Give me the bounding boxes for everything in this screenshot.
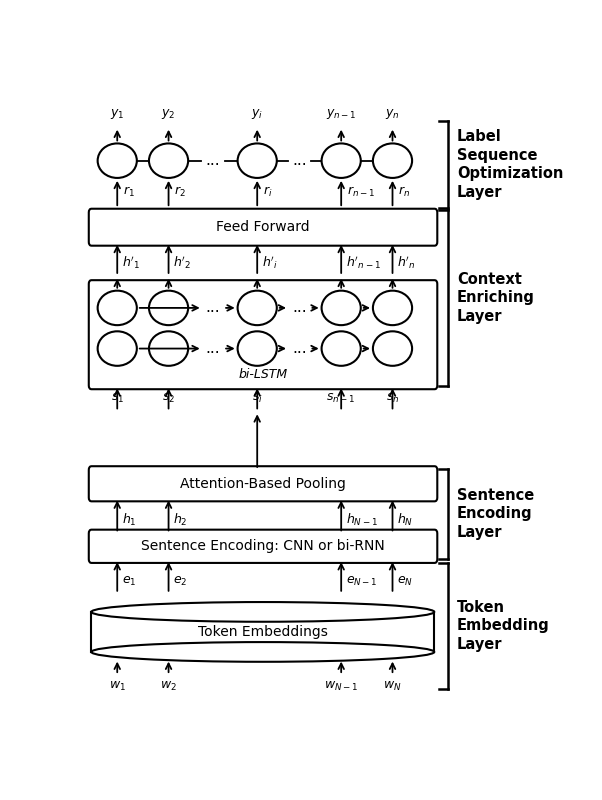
FancyBboxPatch shape: [88, 530, 437, 563]
Ellipse shape: [238, 143, 277, 178]
Text: $s_i$: $s_i$: [252, 392, 262, 405]
Text: $r_n$: $r_n$: [398, 185, 410, 199]
Text: $w_N$: $w_N$: [383, 680, 402, 694]
Text: $s_1$: $s_1$: [111, 392, 124, 405]
Text: $s_2$: $s_2$: [162, 392, 175, 405]
Text: $w_{N-1}$: $w_{N-1}$: [324, 680, 358, 694]
FancyBboxPatch shape: [88, 280, 437, 390]
Text: $w_1$: $w_1$: [109, 680, 126, 694]
Ellipse shape: [321, 331, 361, 366]
Text: $h'_i$: $h'_i$: [262, 254, 278, 270]
Text: Label
Sequence
Optimization
Layer: Label Sequence Optimization Layer: [457, 129, 563, 200]
Text: Token
Embedding
Layer: Token Embedding Layer: [457, 600, 550, 652]
Bar: [92, 612, 434, 652]
Text: bi-LSTM: bi-LSTM: [238, 368, 288, 381]
Ellipse shape: [92, 602, 434, 622]
Text: ...: ...: [292, 341, 306, 356]
Ellipse shape: [373, 143, 412, 178]
Ellipse shape: [238, 290, 277, 325]
Ellipse shape: [321, 290, 361, 325]
FancyBboxPatch shape: [88, 209, 437, 246]
Text: Feed Forward: Feed Forward: [216, 220, 310, 234]
Text: ...: ...: [205, 153, 220, 168]
Ellipse shape: [98, 331, 137, 366]
Text: $y_{n-1}$: $y_{n-1}$: [326, 106, 356, 121]
Ellipse shape: [98, 143, 137, 178]
Text: $h'_{n-1}$: $h'_{n-1}$: [346, 254, 380, 270]
Text: $r_i$: $r_i$: [263, 185, 272, 199]
Text: ...: ...: [205, 301, 220, 315]
Text: Sentence Encoding: CNN or bi-RNN: Sentence Encoding: CNN or bi-RNN: [141, 539, 385, 554]
Text: $h'_n$: $h'_n$: [397, 254, 416, 270]
Text: $s_n$: $s_n$: [386, 392, 399, 405]
Text: $y_1$: $y_1$: [110, 106, 125, 121]
Text: Attention-Based Pooling: Attention-Based Pooling: [180, 477, 346, 490]
Text: $e_2$: $e_2$: [173, 575, 188, 588]
Text: $h'_1$: $h'_1$: [122, 254, 140, 270]
Text: $w_2$: $w_2$: [160, 680, 177, 694]
Text: $e_1$: $e_1$: [122, 575, 136, 588]
Text: $y_i$: $y_i$: [251, 106, 263, 121]
Text: ...: ...: [205, 341, 220, 356]
Text: $r_2$: $r_2$: [174, 185, 186, 199]
Text: $e_{N-1}$: $e_{N-1}$: [346, 575, 377, 588]
Text: Context
Enriching
Layer: Context Enriching Layer: [457, 272, 535, 324]
Ellipse shape: [238, 331, 277, 366]
Ellipse shape: [149, 143, 188, 178]
Ellipse shape: [98, 290, 137, 325]
Text: $s_{n-1}$: $s_{n-1}$: [326, 392, 356, 405]
Text: $h_2$: $h_2$: [173, 512, 188, 528]
Text: $h_{N-1}$: $h_{N-1}$: [346, 512, 378, 528]
Text: $y_n$: $y_n$: [385, 106, 400, 121]
Text: Token Embeddings: Token Embeddings: [198, 625, 327, 639]
Text: $h_1$: $h_1$: [122, 512, 137, 528]
Text: ...: ...: [292, 301, 306, 315]
FancyBboxPatch shape: [88, 466, 437, 502]
Text: ...: ...: [292, 153, 306, 168]
Text: $h'_2$: $h'_2$: [173, 254, 191, 270]
Text: Sentence
Encoding
Layer: Sentence Encoding Layer: [457, 488, 534, 540]
Ellipse shape: [149, 290, 188, 325]
Ellipse shape: [149, 331, 188, 366]
Ellipse shape: [373, 290, 412, 325]
Ellipse shape: [321, 143, 361, 178]
Ellipse shape: [373, 331, 412, 366]
Text: $r_1$: $r_1$: [123, 185, 135, 199]
Text: $y_2$: $y_2$: [161, 106, 176, 121]
Ellipse shape: [92, 642, 434, 662]
Text: $e_N$: $e_N$: [397, 575, 413, 588]
Text: $r_{n-1}$: $r_{n-1}$: [347, 185, 375, 199]
Text: $h_N$: $h_N$: [397, 512, 414, 528]
